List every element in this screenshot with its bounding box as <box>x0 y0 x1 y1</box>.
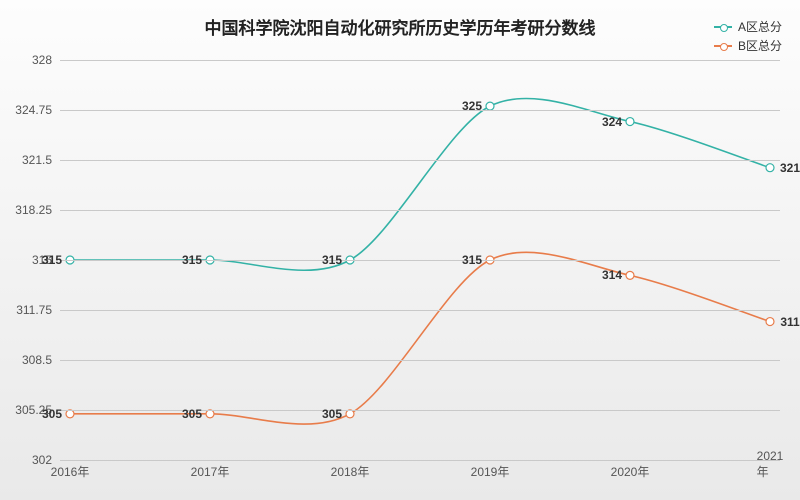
data-label: 315 <box>460 253 484 267</box>
chart-title: 中国科学院沈阳自动化研究所历史学历年考研分数线 <box>0 14 800 39</box>
data-marker <box>626 271 634 279</box>
gridline <box>60 360 780 361</box>
data-marker <box>626 118 634 126</box>
plot-area: 302305.25308.5311.75315318.25321.5324.75… <box>60 60 780 460</box>
data-label: 325 <box>460 99 484 113</box>
data-marker <box>206 410 214 418</box>
data-label: 314 <box>600 268 624 282</box>
data-label: 305 <box>320 407 344 421</box>
y-tick-label: 321.5 <box>0 153 52 167</box>
data-label: 315 <box>40 253 64 267</box>
data-label: 324 <box>600 115 624 129</box>
gridline <box>60 60 780 61</box>
gridline <box>60 210 780 211</box>
y-tick-label: 318.25 <box>0 203 52 217</box>
line-chart: 中国科学院沈阳自动化研究所历史学历年考研分数线 A区总分 B区总分 302305… <box>0 0 800 500</box>
data-marker <box>766 164 774 172</box>
data-marker <box>66 410 74 418</box>
y-tick-label: 311.75 <box>0 303 52 317</box>
legend-item-a: A区总分 <box>714 18 782 35</box>
gridline <box>60 260 780 261</box>
data-label: 311 <box>778 315 800 329</box>
data-marker <box>486 102 494 110</box>
x-tick-label: 2021年 <box>757 449 784 480</box>
gridline <box>60 460 780 461</box>
gridline <box>60 110 780 111</box>
data-label: 321 <box>778 161 800 175</box>
gridline <box>60 310 780 311</box>
data-marker <box>346 410 354 418</box>
gridline <box>60 410 780 411</box>
y-tick-label: 328 <box>0 53 52 67</box>
gridline <box>60 160 780 161</box>
legend-swatch-a <box>714 26 732 28</box>
data-label: 305 <box>180 407 204 421</box>
series-line <box>70 98 770 270</box>
legend-label: A区总分 <box>738 18 782 35</box>
data-label: 315 <box>320 253 344 267</box>
data-label: 315 <box>180 253 204 267</box>
data-marker <box>766 318 774 326</box>
legend: A区总分 B区总分 <box>714 18 782 56</box>
y-tick-label: 302 <box>0 453 52 467</box>
data-label: 305 <box>40 407 64 421</box>
y-tick-label: 308.5 <box>0 353 52 367</box>
x-tick-label: 2016年 <box>51 463 90 480</box>
x-tick-label: 2020年 <box>611 463 650 480</box>
series-line <box>70 252 770 424</box>
legend-label: B区总分 <box>738 37 782 54</box>
legend-item-b: B区总分 <box>714 37 782 54</box>
legend-swatch-b <box>714 45 732 47</box>
x-tick-label: 2017年 <box>191 463 230 480</box>
y-tick-label: 324.75 <box>0 103 52 117</box>
x-tick-label: 2019年 <box>471 463 510 480</box>
x-tick-label: 2018年 <box>331 463 370 480</box>
